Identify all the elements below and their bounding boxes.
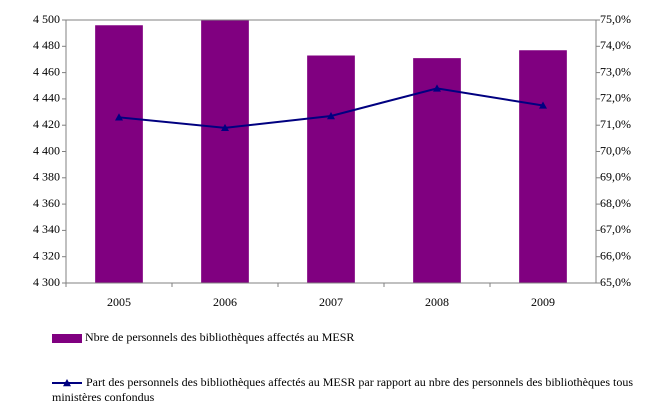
y-tick-label: 4 380 (33, 170, 60, 184)
x-tick-label: 2007 (319, 295, 343, 309)
legend-marker (63, 379, 71, 387)
legend-swatch (52, 333, 82, 343)
y-tick-label: 4 300 (33, 275, 60, 289)
bar (201, 20, 249, 283)
chart: 4 300 4 320 4 340 4 360 4 380 4 400 4 420 4 440… (33, 12, 631, 309)
bar (519, 50, 567, 284)
y-tick-label: 4 320 (33, 248, 60, 262)
bar (95, 25, 143, 283)
legend-line: Part des personnels des bibliothèques af… (52, 375, 652, 405)
y2-tick-label: 69,0% (600, 170, 631, 184)
x-tick-label: 2006 (213, 295, 237, 309)
bar (307, 55, 355, 283)
y2-tick-label: 65,0% (600, 275, 631, 289)
y-tick-label: 4 460 (33, 64, 60, 78)
x-tick-label: 2009 (531, 295, 555, 309)
y2-tick-label: 72,0% (600, 91, 631, 105)
y-tick-label: 4 360 (33, 196, 60, 210)
y-tick-label: 4 440 (33, 91, 60, 105)
y-tick-label: 4 400 (33, 143, 60, 157)
y2-tick-label: 68,0% (600, 196, 631, 210)
legend-label: Nbre de personnels des bibliothèques aff… (85, 330, 355, 344)
y2-tick-label: 73,0% (600, 64, 631, 78)
y2-tick-label: 70,0% (600, 143, 631, 157)
y2-tick-label: 74,0% (600, 38, 631, 52)
y-tick-label: 4 420 (33, 117, 60, 131)
y-tick-label: 4 480 (33, 38, 60, 52)
y2-tick-label: 67,0% (600, 222, 631, 236)
legend-swatch (52, 379, 82, 387)
y-tick-label: 4 340 (33, 222, 60, 236)
line-marker (539, 101, 547, 109)
line-marker (221, 123, 229, 132)
line-marker (433, 84, 441, 92)
legend-label: Part des personnels des bibliothèques af… (52, 375, 633, 404)
x-tick-label: 2005 (107, 295, 131, 309)
y2-tick-label: 71,0% (600, 117, 631, 131)
y2-tick-label: 75,0% (600, 12, 631, 26)
line-marker (115, 113, 123, 121)
y2-tick-label: 66,0% (600, 248, 631, 262)
legend-bar: Nbre de personnels des bibliothèques aff… (52, 330, 354, 345)
bar (413, 58, 461, 284)
line-marker (327, 111, 335, 120)
y-tick-label: 4 500 (33, 12, 60, 26)
x-tick-label: 2008 (425, 295, 449, 309)
